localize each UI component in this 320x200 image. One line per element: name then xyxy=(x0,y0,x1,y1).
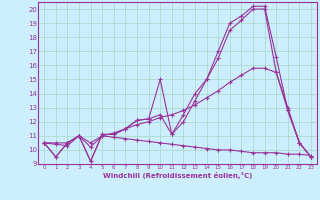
X-axis label: Windchill (Refroidissement éolien,°C): Windchill (Refroidissement éolien,°C) xyxy=(103,172,252,179)
